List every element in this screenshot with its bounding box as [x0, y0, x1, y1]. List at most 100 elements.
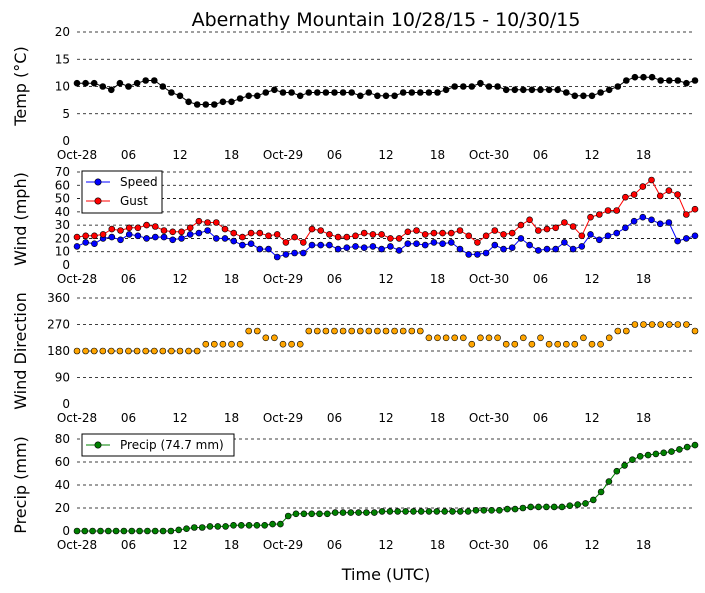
direction-series-direction-point	[459, 334, 467, 342]
precip-series-precip-point	[159, 527, 167, 535]
wind-series-gust-point	[526, 216, 533, 224]
wind-series-gust-point	[247, 229, 255, 237]
precip-series-precip-point	[511, 505, 519, 513]
wind-series-gust-point	[395, 235, 403, 242]
precip-series-precip-point	[535, 503, 542, 511]
wind-series-gust-point	[221, 225, 229, 233]
precip-series-precip-point	[660, 449, 668, 457]
precip-y-tick-label: 80	[55, 432, 70, 446]
wind-series-speed-point	[613, 229, 621, 237]
direction-series-direction-point	[90, 347, 98, 355]
wind-series-speed-point	[178, 235, 185, 242]
temp-x-tick-label: Oct-30	[469, 148, 509, 162]
direction-series-direction-point	[125, 347, 132, 355]
wind-series-speed-point	[204, 227, 211, 234]
temp-series-temp-point	[537, 86, 544, 94]
wind-x-tick-label: 06	[533, 272, 548, 286]
wind-x-tick-label: 06	[327, 272, 342, 286]
temp-series-temp-point	[451, 83, 459, 90]
temp-series-temp-point	[151, 77, 158, 84]
precip-series-precip-point	[691, 441, 699, 449]
wind-series-speed-point	[569, 245, 577, 253]
precip-series-precip-point	[676, 446, 683, 453]
wind-series-gust-point	[178, 228, 185, 236]
direction-series-direction-point	[202, 340, 210, 348]
temp-x-tick-label: Oct-29	[263, 148, 303, 162]
precip-series-precip-point	[277, 520, 284, 528]
direction-series-direction-point	[502, 340, 510, 348]
wind-series-gust-point	[639, 183, 647, 190]
precip-series-precip-point	[621, 462, 628, 469]
wind-series-speed-point	[308, 241, 316, 249]
precip-series-precip-point	[238, 521, 245, 529]
temp-series-temp-point	[382, 92, 390, 100]
wind-series-speed-point	[256, 245, 264, 253]
wind-series-gust-point	[465, 232, 473, 240]
precip-series-precip-point	[519, 504, 527, 512]
precip-series-precip-point	[597, 488, 605, 496]
wind-series-gust-point	[474, 239, 481, 246]
direction-series-direction-point	[356, 327, 364, 335]
direction-series-direction-point	[614, 327, 622, 335]
temp-series-temp-point	[502, 86, 510, 94]
wind-x-tick-label: 12	[584, 272, 599, 286]
wind-series-gust-point	[82, 232, 89, 240]
direction-series-direction-point	[434, 334, 441, 342]
direction-series-direction-point	[416, 327, 424, 335]
wind-series-gust-point	[569, 223, 577, 230]
temp-x-tick-label: 18	[430, 148, 445, 162]
precip-series-precip-point	[636, 452, 644, 460]
direction-series-direction-point	[382, 327, 390, 335]
direction-series-direction-point	[528, 340, 536, 348]
precip-x-tick-label: 12	[172, 538, 187, 552]
wind-series-gust-point	[160, 227, 168, 234]
wind-series-gust-point	[656, 192, 664, 200]
wind-legend: Speed Gust	[81, 170, 163, 214]
wind-series-gust-point	[282, 239, 290, 246]
precip-series-precip-point	[456, 508, 464, 515]
precip-series-precip-point	[120, 527, 128, 535]
precip-series-precip-point	[370, 509, 378, 516]
wind-series-speed-point	[595, 236, 603, 244]
direction-series-direction-point	[288, 340, 295, 348]
direction-series-direction-point	[73, 347, 81, 355]
wind-series-gust-point	[447, 229, 455, 237]
wind-series-speed-point	[639, 213, 647, 221]
direction-x-tick-label: 12	[172, 411, 187, 425]
direction-series-direction-point	[279, 340, 287, 348]
wind-series-gust-point	[387, 235, 394, 242]
wind-series-gust-point	[674, 191, 681, 198]
wind-series-speed-point	[343, 244, 351, 251]
wind-series-gust-point	[534, 227, 542, 234]
precip-series-precip-point	[378, 508, 386, 515]
temp-series-temp-point	[219, 98, 227, 106]
direction-series-direction-point	[640, 321, 647, 328]
direction-series-direction-point	[399, 327, 407, 335]
wind-y-tick-label: 10	[55, 245, 70, 259]
temp-y-tick-label: 0	[62, 134, 70, 148]
temp-series-temp-point	[588, 92, 596, 100]
wind-series-speed-point	[500, 245, 507, 253]
precip-series-precip-point	[683, 443, 691, 451]
direction-y-label: Wind Direction	[11, 292, 30, 410]
wind-series-speed-point	[334, 245, 342, 253]
temp-y-tick-label: 10	[55, 80, 70, 94]
direction-series-direction-point	[425, 334, 433, 342]
wind-y-tick-label: 30	[55, 218, 70, 232]
wind-panel: Wind (mph)	[11, 172, 30, 266]
wind-series-speed-point	[552, 245, 560, 253]
wind-y-tick-label: 40	[55, 205, 70, 219]
wind-series-gust-point	[265, 232, 272, 240]
precip-series-precip-point	[261, 521, 269, 529]
direction-series-direction-point	[657, 321, 665, 328]
temp-x-tick-label: 12	[378, 148, 393, 162]
wind-series-speed-point	[465, 251, 473, 258]
precip-x-tick-label: 18	[636, 538, 651, 552]
temp-series-temp-point	[125, 83, 132, 90]
direction-y-tick-label: 90	[55, 371, 70, 385]
wind-series-gust-point	[595, 211, 603, 218]
direction-series-direction-point	[477, 334, 484, 342]
temp-series-temp-point	[519, 86, 527, 94]
wind-series-gust-point	[578, 232, 586, 240]
precip-series-precip-point	[81, 527, 89, 535]
